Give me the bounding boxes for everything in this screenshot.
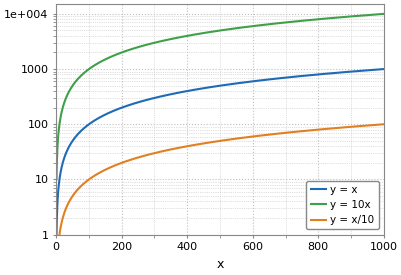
y = x <box>314 73 319 76</box>
y = x <box>308 73 313 77</box>
y = x/10 <box>381 123 385 126</box>
Line: y = x: y = x <box>57 69 383 235</box>
y = x <box>186 89 191 92</box>
y = 10x <box>308 18 313 21</box>
X-axis label: x: x <box>216 258 223 271</box>
Line: y = x/10: y = x/10 <box>57 124 383 275</box>
y = 10x <box>54 178 59 181</box>
y = x <box>381 67 385 71</box>
Line: y = 10x: y = 10x <box>57 14 383 180</box>
y = 10x <box>87 67 92 70</box>
y = 10x <box>314 18 319 21</box>
y = 10x <box>381 12 385 15</box>
y = 10x <box>198 32 203 35</box>
y = x/10 <box>278 132 283 135</box>
y = x <box>278 76 283 80</box>
y = x/10 <box>308 129 313 132</box>
y = x <box>87 122 92 125</box>
y = 10x <box>186 34 191 37</box>
y = x/10 <box>87 177 92 180</box>
Legend: y = x, y = 10x, y = x/10: y = x, y = 10x, y = x/10 <box>306 181 378 229</box>
y = x/10 <box>314 128 319 131</box>
y = 10x <box>278 21 283 24</box>
y = x/10 <box>186 144 191 148</box>
y = x/10 <box>198 142 203 145</box>
y = x <box>198 87 203 90</box>
y = x <box>54 233 59 236</box>
